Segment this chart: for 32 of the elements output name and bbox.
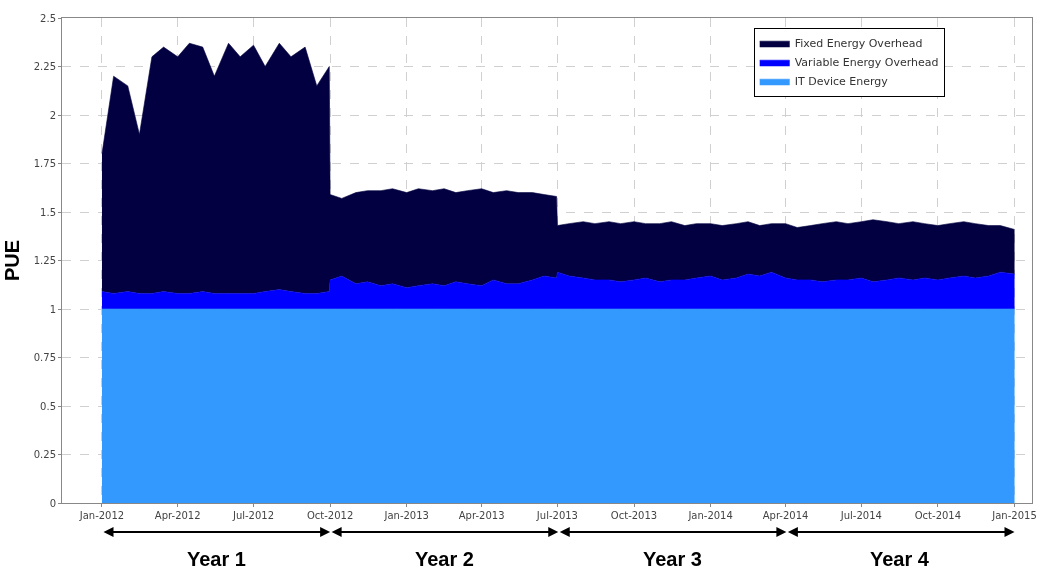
y-tick-label: 0	[49, 497, 56, 509]
text: Year 2	[415, 548, 474, 570]
x-tick-label: Jul-2013	[535, 510, 578, 521]
text: Year 3	[643, 548, 702, 570]
y-tick-label: 0.25	[33, 449, 56, 460]
x-tick-label: Oct-2012	[306, 510, 354, 521]
y-tick-label: 1.25	[33, 255, 56, 266]
x-tick-label: Jan-2015	[991, 510, 1037, 521]
legend-label: Variable Energy Overhead	[794, 56, 939, 70]
y-tick-label: 1.75	[33, 158, 56, 169]
y-tick-label: 2.5	[40, 12, 56, 24]
x-tick-label: Jan-2012	[78, 510, 125, 521]
y-axis-title: PUE	[1, 239, 24, 282]
x-tick-label: Apr-2014	[762, 510, 809, 521]
x-tick-label: Jan-2013	[383, 510, 429, 521]
legend-label: IT Device Energy	[794, 75, 889, 89]
x-tick-label: Apr-2012	[154, 510, 201, 521]
x-tick-label: Oct-2013	[610, 510, 658, 521]
y-tick-label: 2	[49, 109, 56, 121]
y-tick-label: 1.5	[40, 206, 56, 218]
y-tick-label: 1	[49, 303, 56, 315]
x-tick-label: Jan-2014	[687, 510, 733, 521]
x-tick-label: Oct-2014	[914, 510, 962, 521]
x-tick-label: Jul-2014	[839, 510, 882, 521]
y-tick-label: 2.25	[33, 61, 56, 72]
legend-label: Fixed Energy Overhead	[794, 37, 923, 51]
y-tick-label: 0.5	[40, 400, 56, 412]
x-tick-label: Jul-2012	[231, 510, 275, 521]
y-tick-label: 0.75	[33, 352, 56, 363]
text: Year 1	[187, 548, 246, 570]
text: Year 4	[870, 548, 930, 570]
x-tick-label: Apr-2013	[458, 510, 505, 521]
